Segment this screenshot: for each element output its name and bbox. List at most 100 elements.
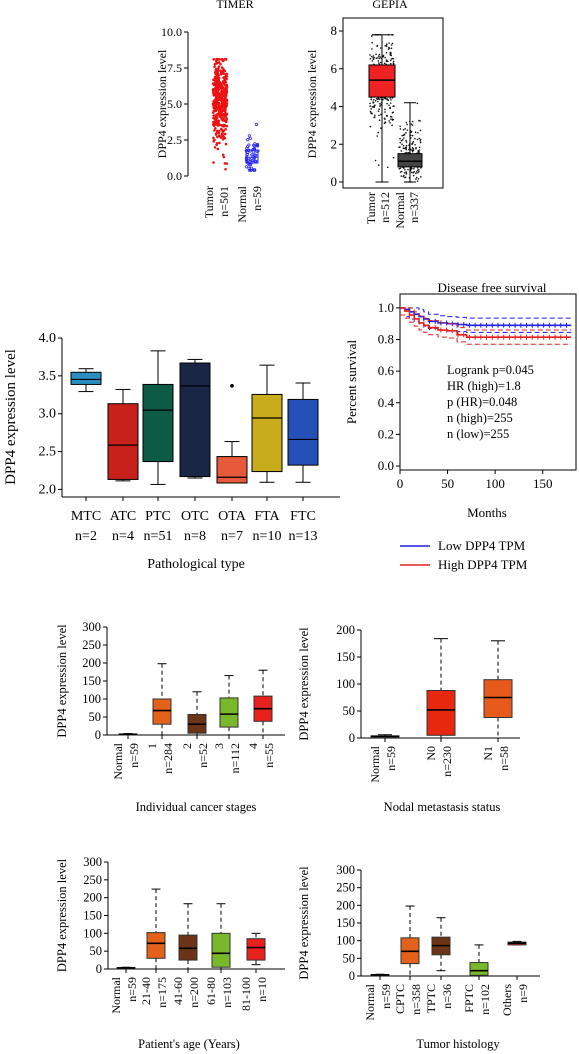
tumor-point [217,65,221,68]
gepia-tumor-point [372,55,375,57]
gepia-ylabel: DPP4 expression level [305,49,319,158]
normal-point [248,158,252,162]
gepia-x-tumor: Tumor [364,192,378,224]
gepia-normal-point [404,176,407,179]
gepia-tumor-point [386,102,388,105]
tumor-point [223,132,227,136]
gepia-normal-point [399,125,401,128]
gepia-tumor-point [378,53,381,56]
gepia-normal-point [406,151,408,154]
normal-point [254,122,258,126]
gepia-normal-point [412,171,414,174]
gepia-tumor-point [391,57,394,60]
gepia-normal-point [399,137,401,140]
tumor-point [215,97,219,101]
gepia-normal-point [400,150,403,152]
gepia-normal-point [399,141,402,144]
y-tick-label: 50 [343,704,356,718]
tumor-point [213,65,216,69]
gepia-x-normal-n: n=337 [407,192,421,223]
gepia-normal-point [416,180,419,182]
gepia-tumor-point [370,55,373,58]
nodal-x-label: N0 [424,746,438,761]
gepia-tumor-point [369,110,372,113]
km-low-ci-upper [400,307,572,319]
gepia-normal-point [406,123,408,126]
tumor-point [216,129,219,133]
histology-x-label: CPTC [393,984,407,1014]
gepia-normal-point [415,176,418,179]
km-y-tick-label: 0.2 [378,426,394,441]
gepia-normal-point [417,149,420,152]
tumor-point [215,79,219,82]
gepia-normal-point [416,102,419,105]
gepia-normal-point [412,149,415,151]
gepia-tumor-point [389,121,391,124]
gepia-tumor-point [371,112,373,115]
pathology-x-n: n=10 [253,529,282,544]
gepia-tumor-point [392,105,395,107]
nodal-x-label: N1 [481,746,495,761]
gepia-normal-point [417,132,419,134]
tumor-point [212,89,215,93]
pathology-x-n: n=13 [289,529,318,544]
gepia-tumor-point [388,42,390,44]
km-high-ci-upper [400,307,572,331]
histology-x-label: Normal [363,983,377,1020]
gepia-normal-point [411,120,414,123]
gepia-tumor-point [384,108,386,111]
age-x-label: 61-80 [204,977,218,1005]
tumor-point [221,72,225,75]
gepia-tumor-point [392,60,395,63]
gepia-tumor-point [373,116,376,118]
gepia-normal-point [405,144,408,147]
tumor-point [222,79,225,83]
gepia-tumor-point [384,121,387,123]
stages-panel: 0 50 100 150 200 250 300 DPP4 expression level N… [55,620,285,814]
y-tick-label: 2.0 [39,482,57,497]
tumor-point [215,114,218,117]
gepia-tumor-point [380,113,382,116]
gepia-normal-point [414,131,417,134]
stages-x-label: 1 [145,743,159,749]
tumor-point [221,153,225,157]
gepia-normal-point [419,140,421,142]
box-Normal [397,153,423,168]
y-tick-label: 2.5 [39,445,57,460]
pathology-x-label: FTC [290,509,316,524]
gepia-normal-point [401,138,404,141]
gepia-tumor-point [382,98,384,101]
gepia-panel: GEPIA 0 2 4 6 8 DPP4 expression level Tumor n=51… [305,0,444,229]
gepia-tumor-point [390,33,392,36]
box-PTC [142,383,174,463]
tumor-point [211,102,215,106]
normal-point [253,142,257,146]
pathology-panel: 2.0 2.5 3.0 3.5 4.0 DPP4 expression level MTC n… [3,331,340,572]
timer-panel: TIMER 0.0 2.5 5.0 7.5 10.0 DPP4 expression lev… [155,0,264,223]
tumor-point [212,109,216,113]
tumor-point [211,123,215,126]
y-tick-label: 2.5 [167,133,182,147]
histology-x-label: FPTC [462,984,476,1013]
gepia-normal-point [400,175,403,177]
normal-point [250,153,254,157]
gepia-tumor-point [391,111,394,114]
stages-x-n: n=55 [262,743,276,768]
age-x-label: Normal [109,976,123,1013]
box-ATC [107,403,139,480]
gepia-tumor-point [378,108,380,110]
tumor-point [222,89,226,93]
tumor-point [222,135,225,138]
gepia-normal-point [402,134,405,137]
y-tick-label: 0 [96,962,102,976]
pathology-x-n: n=51 [144,529,173,544]
km-title: Disease free survival [437,280,546,295]
y-tick-label: 8 [331,23,338,38]
gepia-normal-point [402,144,405,147]
box-OTA [216,456,248,484]
gepia-tumor-point [392,62,395,64]
tumor-point [215,58,219,61]
tumor-point [213,75,217,79]
gepia-tumor-point [370,108,372,110]
y-tick-label: 4.0 [39,331,57,346]
